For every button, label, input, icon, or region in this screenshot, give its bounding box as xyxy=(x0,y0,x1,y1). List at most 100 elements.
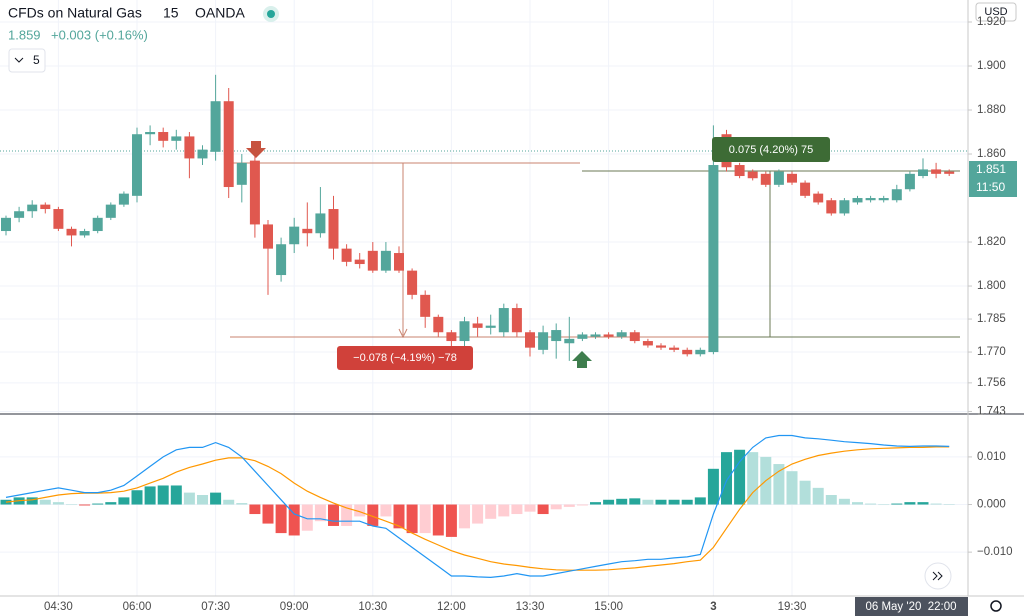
candle-body xyxy=(184,136,195,159)
histogram-bar xyxy=(550,504,562,510)
candle-body xyxy=(642,341,653,346)
candle-body xyxy=(1,217,11,232)
x-tick-label: 3 xyxy=(710,601,716,613)
y-tick-label: 1.743 xyxy=(977,405,1006,417)
histogram-bar xyxy=(406,504,418,534)
candle-body xyxy=(839,200,850,214)
histogram-bar xyxy=(301,504,313,531)
candle-body xyxy=(773,171,784,185)
candle-body xyxy=(315,213,326,234)
candle-body xyxy=(538,332,549,350)
x-tick-label: 04:30 xyxy=(44,601,73,613)
candle-body xyxy=(433,316,444,333)
candle-body xyxy=(813,193,824,203)
candle-body xyxy=(918,169,928,177)
histogram-bar xyxy=(537,504,549,515)
histogram-bar xyxy=(341,504,353,526)
candle-body xyxy=(695,349,706,355)
histogram-bar xyxy=(0,499,12,505)
histogram-bar xyxy=(210,492,222,505)
last-price: 1.859 xyxy=(8,27,41,42)
exchange: OANDA xyxy=(195,5,245,21)
candle-body xyxy=(656,345,666,348)
histogram-bar xyxy=(878,504,890,506)
y-tick-label: 0.010 xyxy=(977,451,1006,463)
histogram-bar xyxy=(773,464,785,505)
candle-body xyxy=(341,248,352,262)
histogram-bar xyxy=(314,504,326,522)
scroll-icon xyxy=(932,571,943,581)
candle-body xyxy=(616,332,627,337)
currency-box xyxy=(975,2,1017,22)
candle-body xyxy=(525,332,535,348)
histogram-bar xyxy=(563,504,575,507)
x-tick-label: 12:00 xyxy=(437,601,466,613)
x-tick-label: 13:30 xyxy=(516,601,545,613)
candle-body xyxy=(302,228,313,234)
histogram-bar xyxy=(445,504,457,537)
currency: USD xyxy=(984,6,1007,18)
y-tick-label: −0.010 xyxy=(977,546,1013,558)
histogram-bar xyxy=(838,498,850,505)
candle-body xyxy=(747,171,758,179)
histogram-bar xyxy=(354,504,366,517)
histogram-bar xyxy=(39,499,51,505)
candle-body xyxy=(249,160,260,225)
candle-body xyxy=(92,217,103,232)
scroll-button[interactable] xyxy=(924,562,952,590)
candle-body xyxy=(380,250,391,271)
histogram-bar xyxy=(262,504,274,524)
histogram-bar xyxy=(66,504,77,506)
candle-body xyxy=(708,165,719,353)
candle-body xyxy=(564,338,575,344)
histogram-bar xyxy=(603,499,615,505)
candle-body xyxy=(891,189,902,201)
crosshair-time-box xyxy=(855,597,968,616)
x-tick-label: 10:30 xyxy=(358,601,387,613)
y-tick-label: 1.920 xyxy=(977,16,1006,28)
histogram-bar xyxy=(707,468,719,505)
settings-icon[interactable] xyxy=(990,600,1002,612)
countdown: 11:50 xyxy=(976,180,1005,194)
histogram-bar xyxy=(380,504,392,517)
interval-dropdown[interactable] xyxy=(8,48,46,73)
y-tick-label: 1.820 xyxy=(977,236,1006,248)
histogram-bar xyxy=(79,504,91,506)
candle-body xyxy=(852,198,863,203)
candle-body xyxy=(367,250,378,271)
candle-body xyxy=(603,334,614,337)
candle-body xyxy=(459,321,470,342)
histogram-bar xyxy=(511,504,523,515)
histogram-bar xyxy=(865,503,877,505)
candle-body xyxy=(197,149,208,159)
measure-label-box xyxy=(712,137,830,162)
histogram-bar xyxy=(917,502,929,505)
histogram-bar xyxy=(157,485,169,505)
candle-body xyxy=(577,334,588,339)
histogram-bar xyxy=(747,452,759,505)
signal-line xyxy=(5,446,950,571)
histogram-bar xyxy=(393,504,405,529)
candle-body xyxy=(498,308,509,333)
histogram-bar xyxy=(223,499,235,505)
histogram-bar xyxy=(930,503,942,505)
histogram-bar xyxy=(590,502,601,505)
interval-dropdown-label[interactable]: 5 xyxy=(33,53,40,67)
candle-body xyxy=(669,347,680,350)
x-tick-label: 09:00 xyxy=(280,601,309,613)
histogram-bar xyxy=(459,504,470,529)
histogram-bar xyxy=(681,499,693,505)
candle-body xyxy=(420,294,431,317)
histogram-bar xyxy=(786,471,798,505)
histogram-bar xyxy=(328,504,339,526)
candle-body xyxy=(931,169,942,174)
histogram-bar xyxy=(472,504,484,524)
histogram-bar xyxy=(498,504,510,517)
histogram-bar xyxy=(799,480,811,505)
measure-label: 0.075 (4.20%) 75 xyxy=(729,144,813,156)
marks xyxy=(0,74,955,579)
histogram-bar xyxy=(485,504,497,519)
candle-body xyxy=(53,209,64,229)
